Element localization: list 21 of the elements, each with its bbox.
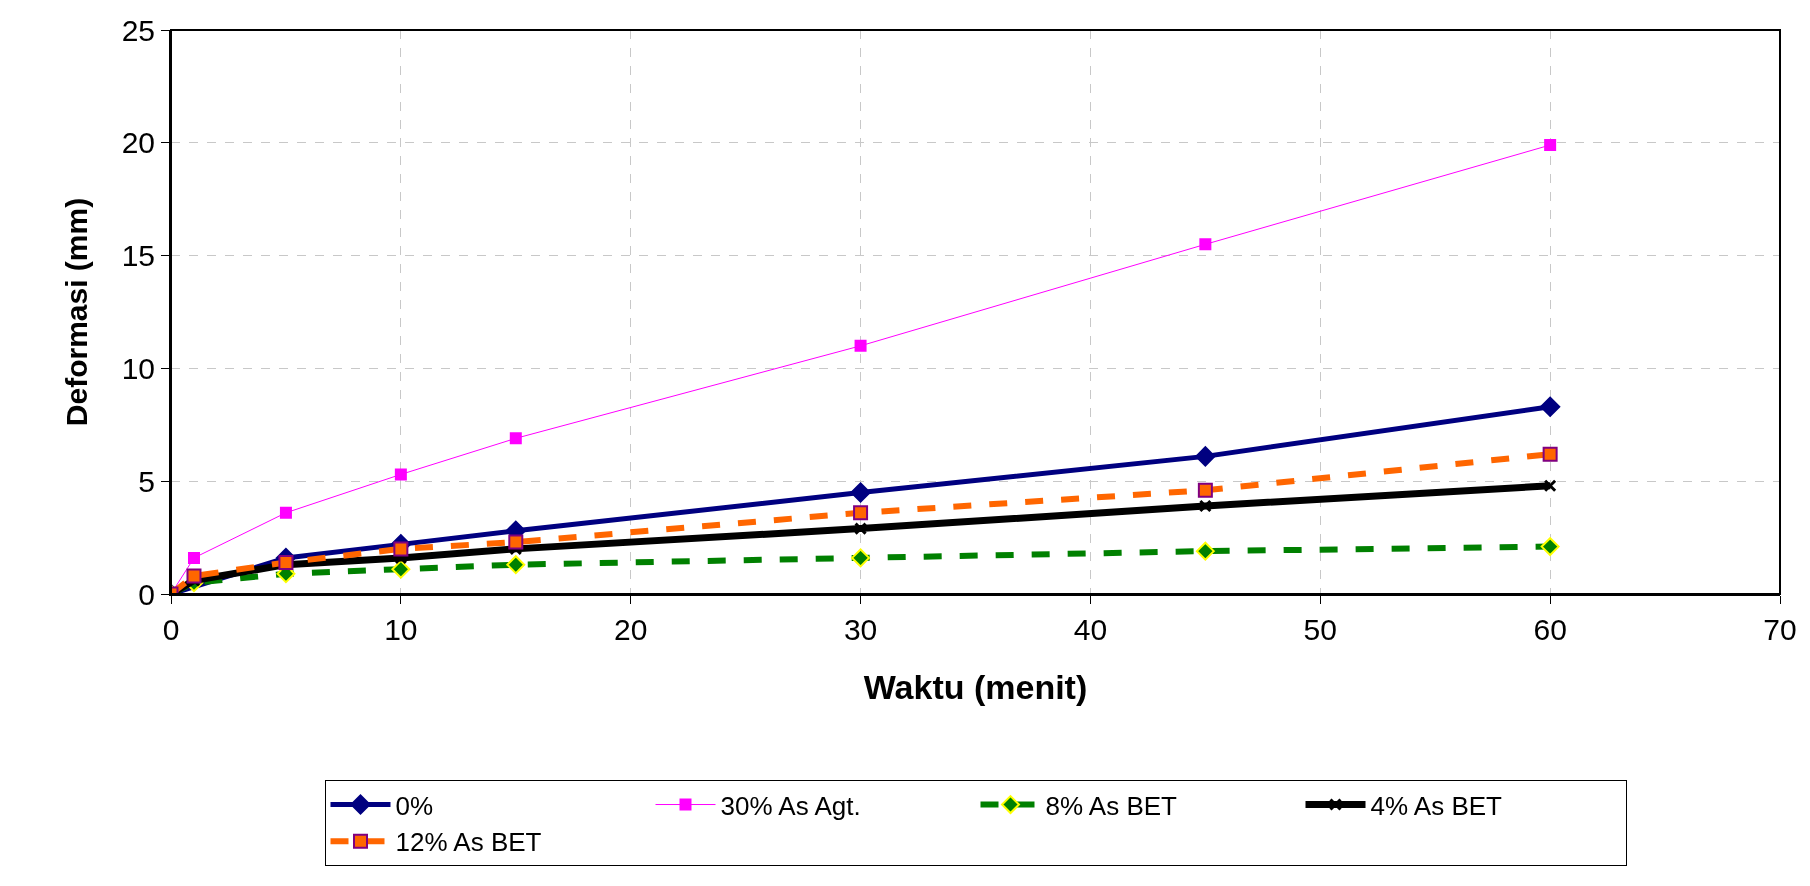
legend-label: 12% As BET	[395, 827, 542, 858]
y-tick-label: 15	[121, 239, 155, 273]
x-tick-label: 0	[162, 613, 180, 646]
legend-label: 0%	[395, 790, 434, 821]
y-tick-label: 20	[121, 126, 155, 160]
x-tick-label: 50	[1303, 613, 1337, 646]
x-axis-title: Waktu (menit)	[863, 667, 1088, 706]
y-axis-title: Deformasi (mm)	[60, 197, 94, 427]
x-tick-label: 30	[843, 613, 878, 646]
x-tick-label: 20	[614, 613, 648, 646]
y-tick-label: 5	[138, 464, 155, 498]
legend-label: 4% As BET	[1370, 790, 1503, 821]
x-tick-label: 70	[1763, 613, 1797, 646]
x-tick-label: 60	[1533, 613, 1567, 646]
x-tick-label: 10	[384, 613, 418, 646]
legend-label: 30% As Agt.	[720, 790, 861, 821]
legend-label: 8% As BET	[1045, 790, 1178, 821]
x-tick-label: 40	[1073, 613, 1108, 646]
y-tick-label: 10	[121, 351, 155, 385]
y-tick-label: 0	[138, 577, 155, 611]
y-tick-label: 25	[121, 13, 155, 47]
